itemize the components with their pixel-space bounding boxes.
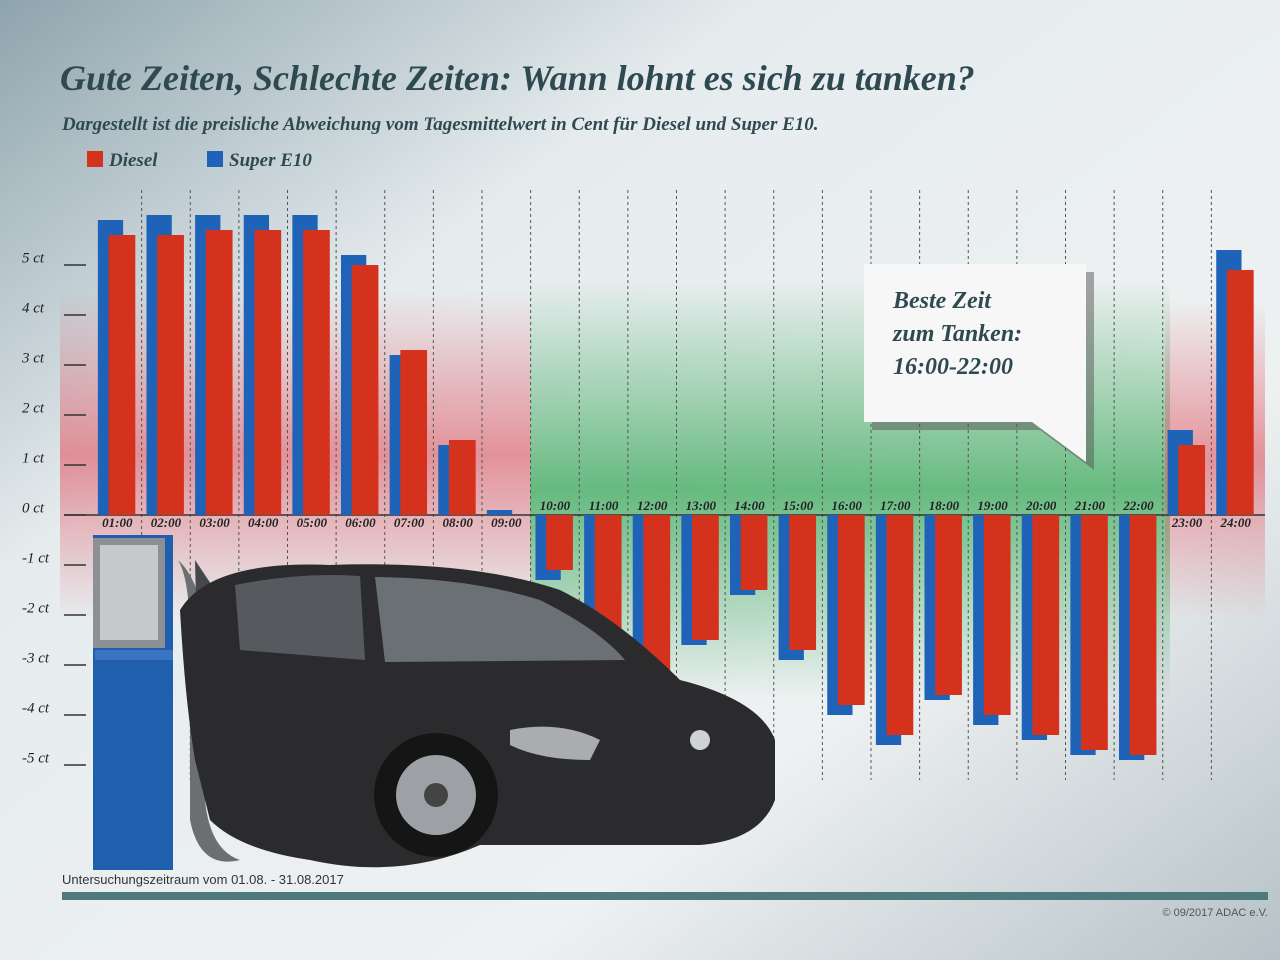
x-tick-label: 06:00 bbox=[345, 515, 376, 530]
bar bbox=[740, 515, 768, 590]
x-tick-label: 22:00 bbox=[1122, 498, 1154, 513]
x-tick-label: 10:00 bbox=[540, 498, 571, 513]
footnote: Untersuchungszeitraum vom 01.08. - 31.08… bbox=[62, 872, 344, 887]
bar bbox=[837, 515, 865, 705]
y-tick-label: 1 ct bbox=[22, 450, 45, 466]
callout-line: zum Tanken: bbox=[892, 321, 1022, 347]
x-tick-label: 05:00 bbox=[297, 515, 328, 530]
x-tick-label: 17:00 bbox=[880, 498, 911, 513]
y-tick-label: -3 ct bbox=[22, 650, 50, 666]
x-tick-label: 16:00 bbox=[832, 498, 863, 513]
y-tick-label: -2 ct bbox=[22, 600, 50, 616]
bar bbox=[1081, 515, 1108, 750]
x-tick-label: 01:00 bbox=[102, 515, 133, 530]
legend-label: Super E10 bbox=[229, 150, 312, 171]
callout-line: Beste Zeit bbox=[892, 288, 992, 314]
bar bbox=[157, 235, 184, 515]
legend-swatch bbox=[207, 151, 223, 167]
y-tick-label: -5 ct bbox=[22, 750, 50, 766]
y-tick-label: 3 ct bbox=[21, 350, 45, 366]
callout-line: 16:00-22:00 bbox=[893, 354, 1013, 380]
bar bbox=[886, 515, 914, 735]
bar bbox=[692, 515, 719, 640]
x-tick-label: 07:00 bbox=[394, 515, 425, 530]
x-tick-label: 13:00 bbox=[686, 498, 717, 513]
x-tick-label: 03:00 bbox=[199, 515, 230, 530]
y-tick-label: 5 ct bbox=[22, 250, 45, 266]
x-tick-label: 20:00 bbox=[1025, 498, 1057, 513]
callout: Beste Zeit zum Tanken: 16:00-22:00 bbox=[864, 264, 1094, 470]
x-tick-label: 12:00 bbox=[637, 498, 668, 513]
bar bbox=[1032, 515, 1060, 735]
bar bbox=[983, 515, 1011, 715]
labels: 5 ct 4 ct 3 ct 2 ct 1 ct 0 ct -1 ct -2 ct -3 ct -… bbox=[21, 250, 1251, 766]
x-tick-label: 19:00 bbox=[977, 498, 1008, 513]
y-tick-label: 0 ct bbox=[22, 500, 45, 516]
y-tick-label: -1 ct bbox=[22, 550, 50, 566]
bar bbox=[254, 230, 282, 515]
chart-subtitle: Dargestellt ist die preisliche Abweichun… bbox=[61, 114, 819, 135]
bar bbox=[1178, 445, 1206, 515]
x-tick-label: 18:00 bbox=[929, 498, 960, 513]
bar bbox=[935, 515, 962, 695]
bar bbox=[205, 230, 233, 515]
bar bbox=[1226, 270, 1254, 515]
x-tick-label: 21:00 bbox=[1074, 498, 1106, 513]
bar bbox=[448, 440, 476, 515]
chart-title: Gute Zeiten, Schlechte Zeiten: Wann lohn… bbox=[60, 58, 975, 98]
y-tick-label: 4 ct bbox=[22, 300, 45, 316]
copyright: © 09/2017 ADAC e.V. bbox=[1162, 907, 1268, 919]
legend: Diesel Super E10 bbox=[87, 150, 312, 171]
bars bbox=[97, 215, 1254, 760]
bar bbox=[303, 230, 330, 515]
bar bbox=[1129, 515, 1157, 755]
x-tick-label: 14:00 bbox=[734, 498, 765, 513]
x-tick-label: 23:00 bbox=[1171, 515, 1203, 530]
bar bbox=[789, 515, 817, 650]
x-tick-label: 02:00 bbox=[151, 515, 182, 530]
y-tick-label: -4 ct bbox=[22, 700, 50, 716]
bar bbox=[546, 515, 573, 570]
bar bbox=[643, 515, 671, 675]
footer-bar bbox=[62, 892, 1268, 900]
bar bbox=[486, 510, 513, 515]
callout-text: Beste Zeit zum Tanken: 16:00-22:00 bbox=[892, 288, 1022, 380]
x-tick-label: 09:00 bbox=[491, 515, 522, 530]
bar bbox=[351, 265, 379, 515]
x-tick-label: 04:00 bbox=[248, 515, 279, 530]
x-tick-label: 11:00 bbox=[589, 498, 619, 513]
legend-swatch bbox=[87, 151, 103, 167]
x-tick-label: 15:00 bbox=[783, 498, 814, 513]
legend-label: Diesel bbox=[108, 150, 158, 171]
y-tick-label: 2 ct bbox=[22, 400, 45, 416]
illustration bbox=[93, 535, 775, 870]
x-tick-label: 24:00 bbox=[1220, 515, 1252, 530]
bar bbox=[400, 350, 428, 515]
bar bbox=[108, 235, 136, 515]
x-tick-label: 08:00 bbox=[443, 515, 474, 530]
